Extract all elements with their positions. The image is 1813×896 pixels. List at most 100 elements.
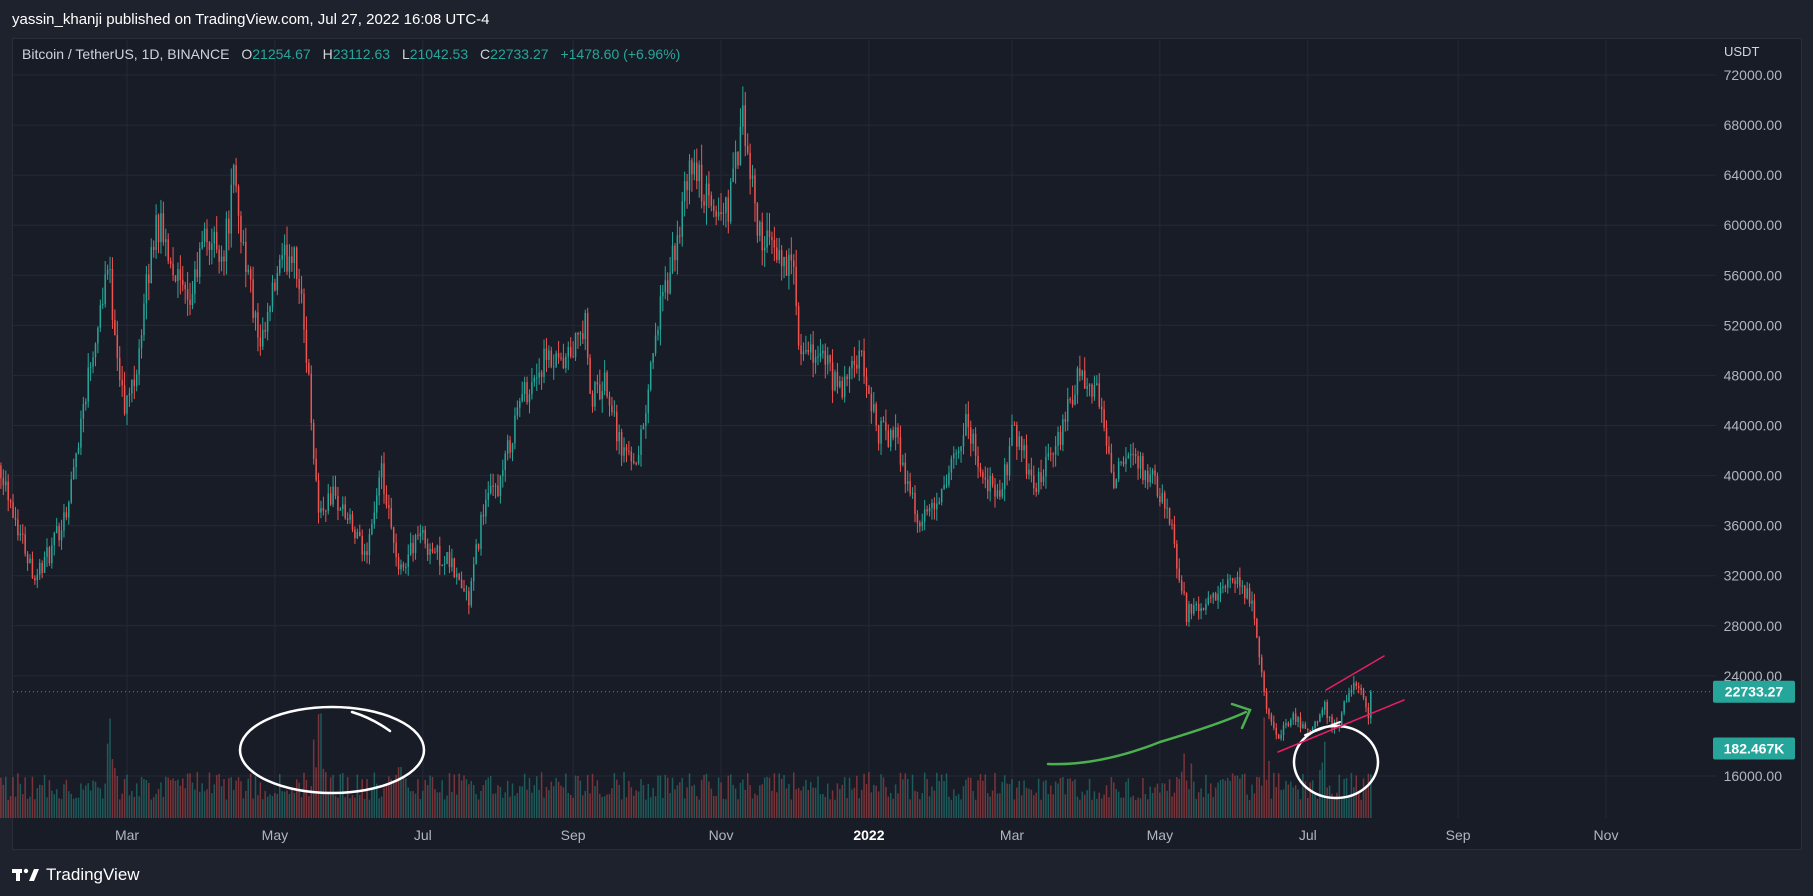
candle-body: [1173, 524, 1176, 544]
volume-bar: [485, 780, 487, 818]
candle-body: [1008, 445, 1011, 476]
volume-bar: [1333, 798, 1336, 818]
volume-bar: [666, 777, 669, 818]
candle-body: [1231, 578, 1234, 581]
volume-bar: [928, 796, 931, 818]
candle-body: [1287, 723, 1290, 726]
candle-body: [679, 235, 681, 237]
candle-body: [1134, 454, 1137, 457]
volume-bars: [0, 713, 1372, 818]
stroke-annotation-left: [350, 710, 392, 733]
volume-bar: [116, 775, 119, 818]
candle-body: [780, 250, 783, 267]
candle-body: [1343, 701, 1345, 713]
candle-body: [70, 479, 72, 503]
volume-bar: [1258, 777, 1261, 818]
candle-body: [1370, 691, 1372, 719]
volume-bar: [523, 773, 526, 818]
candle-body: [909, 481, 911, 494]
volume-bar: [1120, 797, 1122, 818]
volume-bar: [640, 779, 642, 818]
candle-body: [252, 279, 254, 318]
candle-body: [17, 519, 19, 536]
candle-body: [383, 463, 385, 495]
candle-body: [1166, 507, 1168, 509]
volume-bar: [1367, 773, 1370, 818]
volume-bar: [982, 780, 984, 818]
candle-body: [361, 536, 363, 555]
volume-bar: [38, 784, 41, 818]
volume-bar: [1348, 795, 1350, 818]
volume-bar: [848, 777, 851, 818]
candle-body: [979, 467, 982, 473]
candle-body: [356, 531, 359, 539]
volume-bar: [555, 777, 557, 818]
candle-body: [60, 530, 63, 541]
candle-body: [463, 588, 465, 592]
volume-bar: [402, 775, 405, 818]
candle-body: [977, 455, 979, 468]
green-arrow-annotation: [1046, 710, 1248, 766]
price-chart[interactable]: 72000.00 68000.00 64000.00 60000.00 56000.00…: [0, 0, 1813, 860]
volume-bar: [1025, 787, 1028, 818]
candle-body: [509, 440, 511, 453]
volume-bar: [1156, 783, 1159, 818]
candle-body: [1028, 469, 1030, 475]
candle-body: [584, 312, 586, 340]
volume-bar: [1193, 781, 1195, 818]
time-tick-label: Nov: [709, 827, 734, 843]
candle-body: [948, 472, 950, 485]
volume-bar: [138, 796, 140, 818]
volume-bar: [1362, 778, 1365, 818]
volume-bar: [974, 799, 977, 818]
candle-body: [569, 346, 572, 357]
volume-bar: [388, 776, 390, 818]
volume-bar: [567, 792, 570, 818]
candle-body: [894, 427, 897, 438]
volume-bar: [623, 772, 625, 818]
volume-bar: [312, 739, 315, 818]
candle-body: [1260, 657, 1263, 673]
volume-bar: [790, 799, 793, 818]
candle-body: [378, 477, 380, 496]
volume-bar: [1045, 780, 1047, 818]
candle-body: [291, 256, 293, 263]
candle-body: [1200, 608, 1202, 612]
candle-body: [843, 376, 846, 398]
volume-bar: [405, 778, 407, 818]
chart-frame[interactable]: [12, 38, 1802, 850]
candle-body: [371, 524, 373, 535]
candle-body: [965, 414, 967, 436]
volume-bar: [856, 775, 858, 818]
candle-body: [1307, 728, 1309, 731]
volume-bar: [1166, 790, 1168, 818]
volume-bar: [763, 777, 766, 818]
candle-body: [1035, 488, 1037, 492]
candle-body: [967, 414, 970, 428]
candle-body: [43, 557, 46, 573]
volume-bar: [936, 772, 938, 818]
candle-body: [116, 335, 119, 358]
candle-body: [94, 343, 97, 358]
footer[interactable]: TradingView: [12, 864, 140, 886]
candle-body: [824, 350, 827, 365]
volume-bar: [63, 784, 65, 818]
candle-body: [970, 427, 972, 444]
volume-bar: [1020, 795, 1023, 818]
volume-bar: [572, 797, 574, 818]
candle-body: [819, 353, 822, 357]
symbol-label[interactable]: Bitcoin / TetherUS, 1D, BINANCE: [22, 46, 230, 62]
volume-bar: [9, 796, 12, 818]
candle-body: [550, 350, 553, 367]
volume-bar: [235, 780, 237, 818]
candle-body: [162, 213, 165, 243]
volume-bar: [1076, 796, 1079, 818]
volume-bar: [662, 798, 664, 818]
volume-bar: [1282, 789, 1285, 818]
volume-bar: [1227, 777, 1229, 818]
candle-body: [574, 332, 577, 357]
candle-body: [283, 244, 286, 256]
volume-bar: [65, 779, 68, 818]
candle-body: [839, 381, 841, 387]
candle-body: [647, 389, 650, 414]
